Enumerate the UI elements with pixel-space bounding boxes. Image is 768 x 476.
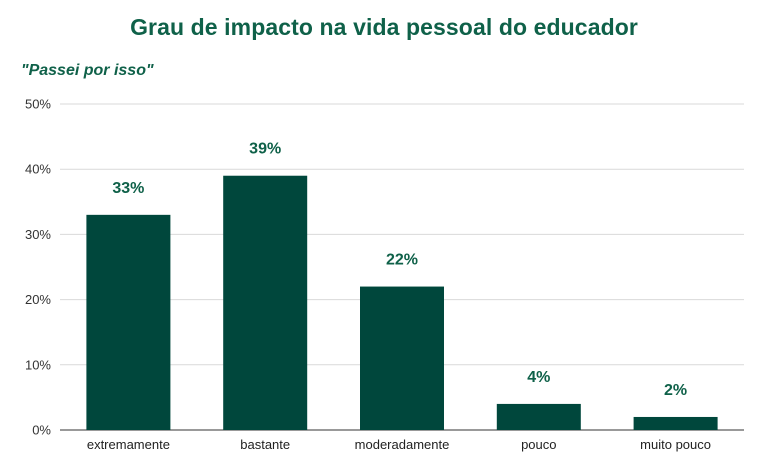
chart-title: Grau de impacto na vida pessoal do educa… — [130, 14, 638, 40]
bar — [496, 403, 581, 430]
x-tick-label: muito pouco — [640, 437, 711, 452]
bar — [86, 214, 171, 430]
bar — [360, 286, 444, 430]
x-tick-label: extremamente — [87, 437, 170, 452]
data-label: 2% — [664, 382, 687, 399]
x-tick-label: bastante — [240, 437, 290, 452]
data-label: 4% — [527, 369, 550, 386]
bar — [633, 416, 718, 430]
chart-subtitle: "Passei por isso" — [21, 62, 154, 79]
y-tick-label: 30% — [25, 227, 51, 242]
y-tick-label: 10% — [25, 357, 51, 372]
y-tick-label: 50% — [25, 97, 51, 112]
data-label: 33% — [112, 180, 144, 197]
y-tick-label: 40% — [25, 162, 51, 177]
data-label: 22% — [386, 252, 418, 269]
x-tick-label: pouco — [521, 437, 556, 452]
x-tick-label: moderadamente — [355, 437, 450, 452]
y-tick-label: 0% — [32, 423, 51, 438]
y-tick-label: 20% — [25, 292, 51, 307]
data-label: 39% — [249, 141, 281, 158]
bar — [223, 175, 308, 430]
